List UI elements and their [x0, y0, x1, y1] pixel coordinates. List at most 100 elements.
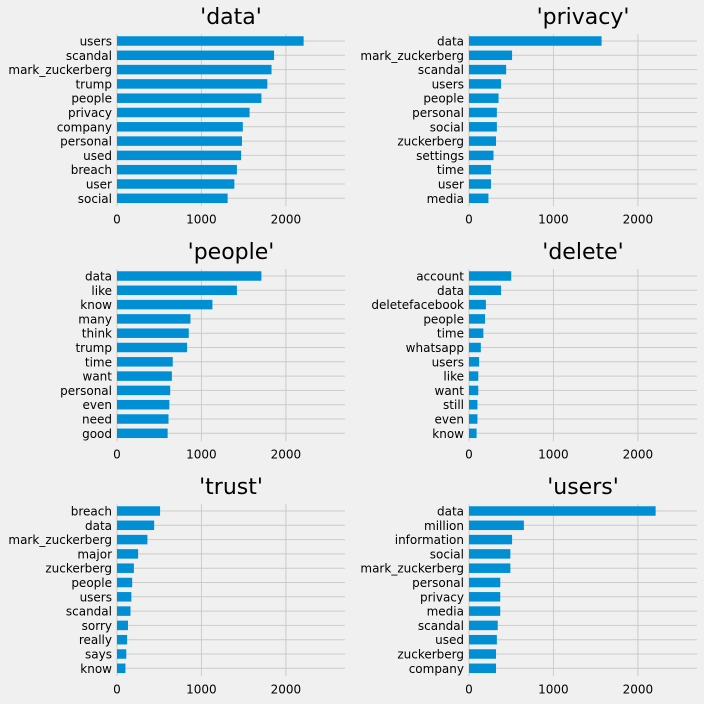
y-tick-label: social — [78, 192, 112, 206]
y-tick-label: like — [91, 284, 112, 298]
y-tick-label: know — [80, 662, 112, 676]
bar — [469, 399, 478, 410]
y-tick-label: trump — [75, 77, 112, 91]
y-tick-label: user — [438, 178, 464, 192]
bar — [469, 620, 498, 631]
bar — [117, 107, 250, 118]
y-tick-label: social — [430, 120, 464, 134]
x-tick-label: 0 — [465, 212, 473, 226]
y-tick-label: people — [71, 576, 112, 590]
x-tick-label: 2000 — [271, 447, 302, 461]
bar — [469, 606, 501, 616]
y-tick-label: time — [437, 327, 464, 341]
y-tick-label: still — [443, 398, 464, 412]
bar — [469, 520, 524, 531]
bar — [117, 606, 131, 616]
x-tick-label: 1000 — [538, 447, 569, 461]
y-tick-label: want — [435, 384, 465, 398]
y-tick-label: media — [427, 605, 464, 619]
bar — [117, 520, 155, 531]
chart-panel-6: datamillioninformationsocialmark_zuckerb… — [360, 475, 697, 696]
bar — [469, 36, 602, 46]
y-tick-label: used — [83, 149, 112, 163]
bar — [469, 649, 497, 659]
bar — [469, 136, 497, 146]
bar — [117, 93, 262, 103]
bar — [469, 428, 477, 439]
chart-panel-4: accountdatadeletefacebookpeopletimewhats… — [371, 240, 697, 461]
bar — [469, 314, 486, 324]
y-tick-label: account — [416, 270, 464, 284]
bar — [469, 164, 491, 175]
bar — [117, 634, 128, 645]
bar — [117, 150, 242, 161]
bar — [117, 36, 304, 46]
bar — [469, 50, 513, 61]
x-tick-label: 2000 — [271, 212, 302, 226]
y-tick-label: even — [83, 398, 112, 412]
bar — [117, 299, 213, 310]
bar — [117, 164, 237, 175]
y-tick-label: zuckerberg — [45, 562, 112, 576]
bar — [117, 371, 172, 381]
x-tick-label: 1000 — [186, 682, 217, 696]
bar — [469, 371, 479, 381]
y-tick-label: people — [71, 92, 112, 106]
y-tick-label: scandal — [418, 619, 464, 633]
bar — [469, 193, 489, 204]
bar — [117, 122, 243, 132]
x-tick-label: 2000 — [623, 682, 654, 696]
y-tick-label: privacy — [68, 106, 112, 120]
chart-title: 'data' — [200, 5, 262, 30]
bar — [117, 414, 169, 424]
bar — [117, 179, 235, 189]
bar — [469, 549, 511, 559]
bar — [469, 93, 499, 103]
y-tick-label: personal — [412, 576, 464, 590]
y-tick-label: scandal — [66, 605, 112, 619]
chart-title: 'users' — [547, 475, 619, 500]
y-tick-label: think — [82, 327, 112, 341]
y-tick-label: personal — [412, 106, 464, 120]
chart-panel-3: datalikeknowmanythinktrumptimewantperson… — [60, 240, 345, 461]
y-tick-label: breach — [71, 163, 112, 177]
bar — [469, 271, 512, 281]
x-tick-label: 2000 — [271, 682, 302, 696]
y-tick-label: sorry — [82, 619, 112, 633]
bar — [117, 193, 228, 204]
bar — [117, 399, 170, 410]
y-tick-label: company — [57, 120, 112, 134]
chart-panel-1: usersscandalmark_zuckerbergtrumppeoplepr… — [8, 5, 345, 226]
y-tick-label: company — [409, 662, 464, 676]
bar — [117, 357, 173, 367]
y-tick-label: know — [432, 427, 464, 441]
y-tick-label: says — [85, 648, 112, 662]
bar — [469, 506, 656, 516]
bar — [117, 506, 161, 516]
y-tick-label: good — [82, 427, 112, 441]
y-tick-label: deletefacebook — [371, 298, 464, 312]
x-tick-label: 0 — [113, 682, 121, 696]
chart-title: 'trust' — [199, 475, 263, 500]
bar — [469, 179, 491, 189]
x-tick-label: 0 — [465, 447, 473, 461]
y-tick-label: mark_zuckerberg — [360, 562, 464, 576]
y-tick-label: need — [82, 413, 112, 427]
y-tick-label: user — [86, 178, 112, 192]
bar — [117, 64, 272, 75]
y-tick-label: data — [437, 284, 464, 298]
bar — [469, 299, 486, 310]
y-tick-label: users — [80, 590, 112, 604]
y-tick-label: users — [80, 35, 112, 49]
bar — [117, 663, 126, 674]
bar — [117, 549, 139, 559]
y-tick-label: data — [85, 519, 112, 533]
y-tick-label: trump — [75, 341, 112, 355]
bar — [469, 534, 513, 545]
x-tick-label: 2000 — [623, 212, 654, 226]
bar — [117, 136, 242, 146]
bar — [469, 414, 478, 424]
y-tick-label: settings — [416, 149, 464, 163]
bar — [469, 385, 479, 396]
